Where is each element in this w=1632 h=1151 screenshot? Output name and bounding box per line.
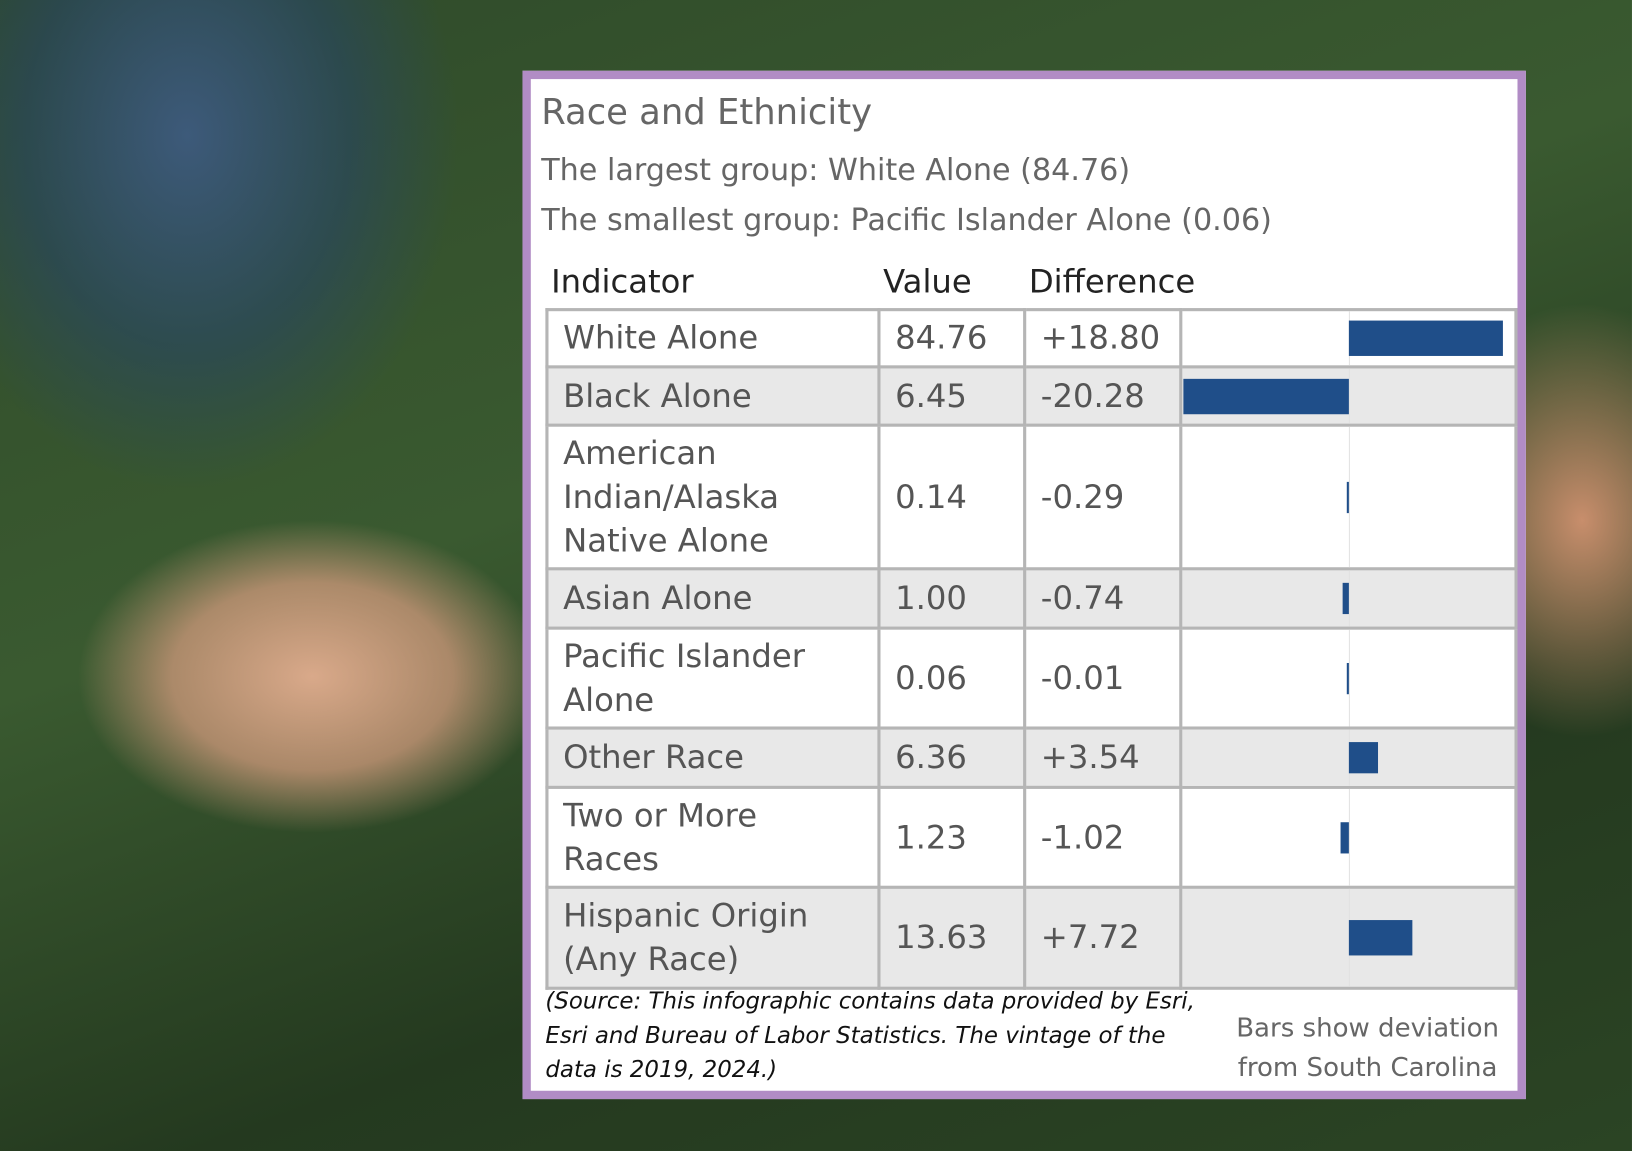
zero-line <box>1348 368 1350 424</box>
table: Indicator Value Difference White Alone 84.7… <box>545 256 1518 990</box>
zero-line <box>1348 788 1350 886</box>
bars-note: Bars show deviation from South Carolina <box>1236 1012 1499 1083</box>
value: 1.00 <box>877 567 1027 630</box>
row: Two or More Races 1.23 -1.02 <box>545 785 1518 889</box>
zero-line <box>1348 570 1350 627</box>
difference: +7.72 <box>1023 885 1183 990</box>
indicator: Black Alone <box>545 365 881 427</box>
largest-group: The largest group: White Alone (84.76) <box>541 151 1131 188</box>
column-header: Value <box>883 263 972 301</box>
bar <box>1348 920 1412 956</box>
difference: -20.28 <box>1023 365 1183 427</box>
indicator: Asian Alone <box>545 567 881 630</box>
row: American Indian/Alaska Native Alone 0.14-… <box>545 423 1518 571</box>
bar-cell <box>1179 885 1518 990</box>
value: 6.36 <box>877 726 1027 789</box>
row: Hispanic Origin (Any Race) 13.63 +7.72 <box>545 885 1518 990</box>
indicator: White Alone <box>545 308 881 369</box>
bar-header <box>1181 256 1516 310</box>
difference: -1.02 <box>1023 785 1183 889</box>
title: Race and Ethnicity <box>541 91 873 134</box>
bar-cell <box>1179 626 1518 730</box>
difference: -0.01 <box>1023 626 1183 730</box>
bar <box>1348 742 1378 774</box>
bar-cell <box>1179 423 1518 571</box>
bar <box>1183 378 1349 414</box>
difference: -0.29 <box>1023 423 1183 571</box>
difference: -0.74 <box>1023 567 1183 630</box>
bar <box>1346 662 1349 694</box>
row: Pacific Islander Alone 0.06 -0.01 <box>545 626 1518 730</box>
bar-cell <box>1179 726 1518 789</box>
row: Black Alone 6.45 -20.28 <box>545 365 1518 427</box>
indicator: Two or More Races <box>545 785 881 889</box>
value: 0.06 <box>877 626 1027 730</box>
zero-line <box>1348 629 1350 727</box>
indicator: Other Race <box>545 726 881 789</box>
row: Other Race 6.36 +3.54 <box>545 726 1518 789</box>
column-header: Difference <box>1028 263 1196 301</box>
bar <box>1348 320 1503 356</box>
row: Asian Alone 1.00 -0.74 <box>545 567 1518 630</box>
difference: +3.54 <box>1023 726 1183 789</box>
zero-line <box>1348 426 1350 568</box>
smallest-group: The smallest group: Pacific Islander Alo… <box>541 201 1272 238</box>
indicator: Pacific Islander Alone <box>545 626 881 730</box>
column-header: Indicator <box>551 263 694 301</box>
panel: Race and Ethnicity The largest group: Wh… <box>522 70 1526 1100</box>
row: White Alone 84.76 +18.80 <box>545 308 1518 369</box>
bar <box>1346 481 1349 513</box>
bar <box>1340 821 1349 853</box>
indicator: Hispanic Origin (Any Race) <box>545 885 881 990</box>
indicator: American Indian/Alaska Native Alone <box>545 423 881 571</box>
bar-cell <box>1179 308 1518 369</box>
value: 84.76 <box>877 308 1027 369</box>
value: 1.23 <box>877 785 1027 889</box>
difference: +18.80 <box>1023 308 1183 369</box>
bar-cell <box>1179 365 1518 427</box>
value: 0.14 <box>877 423 1027 571</box>
bar <box>1342 582 1349 615</box>
source: (Source: This infographic contains data … <box>545 988 1195 1084</box>
bar-cell <box>1179 785 1518 889</box>
value: 13.63 <box>877 885 1027 990</box>
value: 6.45 <box>877 365 1027 427</box>
bar-cell <box>1179 567 1518 630</box>
